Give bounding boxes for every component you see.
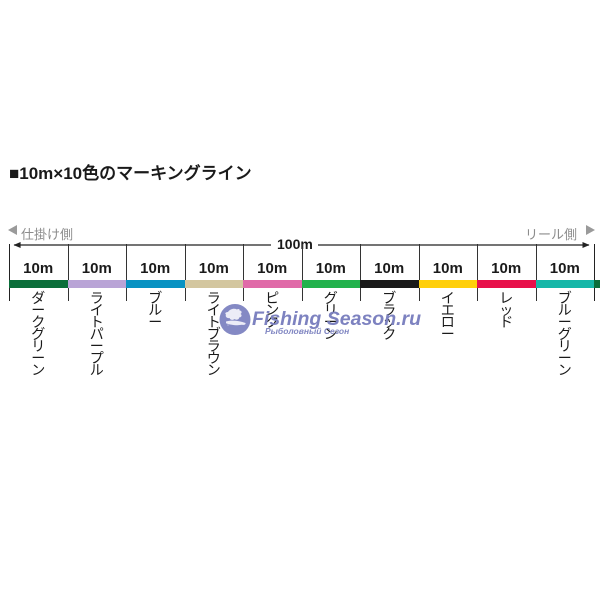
svg-text:Рыболовный Сезон: Рыболовный Сезон: [265, 326, 349, 336]
